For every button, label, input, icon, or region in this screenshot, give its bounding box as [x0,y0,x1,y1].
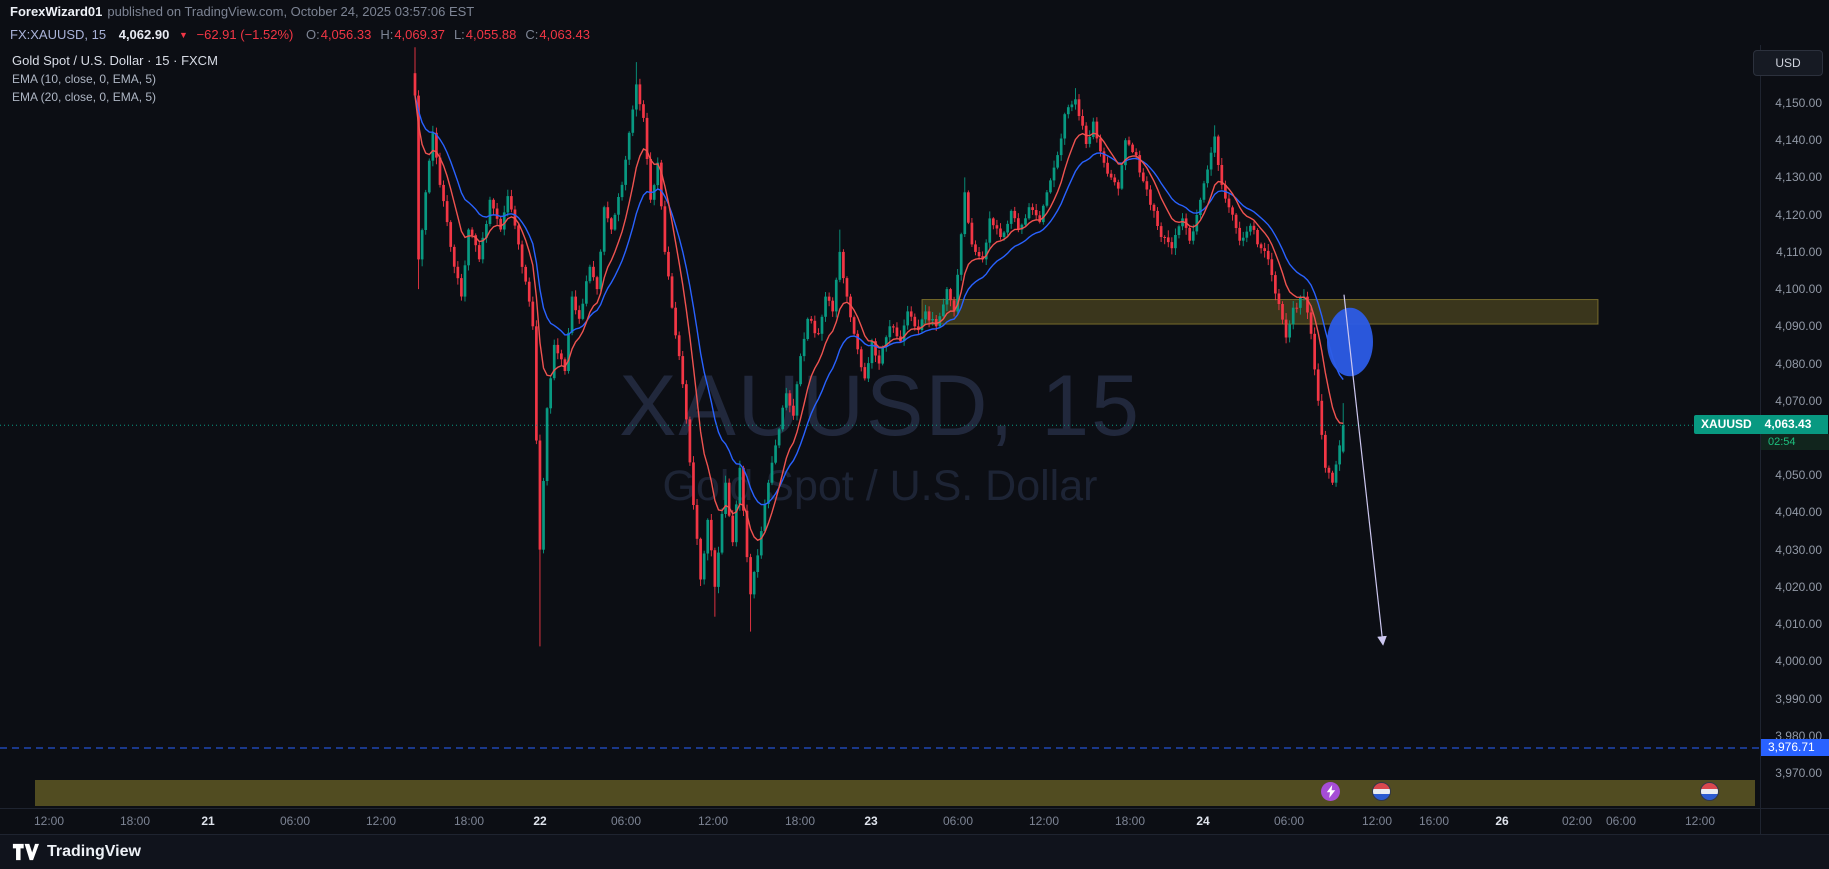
price-axis-label: 4,050.00 [1775,468,1822,482]
direction-down-icon: ▼ [178,30,188,40]
price-axis-label: 4,070.00 [1775,394,1822,408]
time-axis-label: 18:00 [1114,814,1146,828]
time-axis[interactable]: 12:00 18:00 21 06:00 12:00 18:00 22 06:00 12:00 1… [0,808,1829,834]
price-axis-label: 4,140.00 [1775,133,1822,147]
projection-arrow [1343,294,1387,646]
price-axis-label: 4,120.00 [1775,208,1822,222]
ohlc-value: 4,063.43 [539,27,590,42]
legend: Gold Spot / U.S. Dollar · 15 · FXCM EMA … [12,53,218,104]
tradingview-wordmark: TradingView [47,843,141,860]
time-axis-label: 22 [533,814,547,828]
time-axis-label: 18:00 [453,814,485,828]
price-axis-label: 3,970.00 [1775,766,1822,780]
economic-event-icon[interactable] [1700,782,1719,801]
supply-zone-rect [921,299,1599,325]
price-axis-label: 3,990.00 [1775,692,1822,706]
legend-symbol-title: Gold Spot / U.S. Dollar · 15 · FXCM [12,53,218,68]
ohlc-label: O: [305,27,320,42]
time-axis-label: 06:00 [942,814,974,828]
ohlc-values: O:4,056.33 H:4,069.37 L:4,055.88 C:4,063.43 [297,27,590,42]
highlight-ellipse [1327,307,1373,377]
legend-indicator-ema20: EMA (20, close, 0, EMA, 5) [12,90,157,104]
attribution-bar: ForexWizard01 published on TradingView.co… [0,0,1829,24]
time-axis-label: 06:00 [610,814,642,828]
economic-event-icon[interactable] [1372,782,1391,801]
price-axis-label: 4,150.00 [1775,96,1822,110]
economic-event-icon[interactable] [1321,782,1340,801]
attribution-text: published on TradingView.com, October 24… [107,4,475,19]
symbol-info-bar: FX:XAUUSD, 15 4,062.90 ▼ −62.91 (−1.52%)… [0,24,1829,45]
bar-countdown: 02:54 [1761,434,1829,450]
time-axis-label: 12:00 [1684,814,1716,828]
author-link[interactable]: ForexWizard01 [10,4,103,19]
last-price-symbol-tag: XAUUSD [1694,415,1759,434]
price-axis-label: 4,010.00 [1775,617,1822,631]
last-price-label: XAUUSD 4,063.43 [1694,415,1828,434]
lightning-icon [1326,785,1335,798]
last-price: 4,062.90 [118,27,170,42]
time-axis-label: 23 [864,814,878,828]
time-axis-label: 06:00 [279,814,311,828]
time-axis-label: 02:00 [1561,814,1593,828]
time-axis-label: 18:00 [119,814,151,828]
time-axis-label: 26 [1495,814,1509,828]
legend-indicator-ema10: EMA (10, close, 0, EMA, 5) [12,72,157,86]
symbol-name: FX:XAUUSD, 15 [10,27,107,42]
price-axis-label: 4,130.00 [1775,170,1822,184]
time-axis-label: 06:00 [1273,814,1305,828]
price-axis-label: 4,100.00 [1775,282,1822,296]
time-axis-label: 12:00 [33,814,65,828]
session-highlight-band [35,780,1755,806]
time-axis-label: 24 [1196,814,1210,828]
tradingview-logo-link[interactable]: TradingView [12,842,141,862]
time-axis-label: 12:00 [365,814,397,828]
price-axis-label: 4,000.00 [1775,654,1822,668]
time-axis-label: 12:00 [1028,814,1060,828]
candles [413,47,1345,647]
time-axis-label: 16:00 [1418,814,1450,828]
price-change: −62.91 (−1.52%) [196,27,294,42]
ohlc-value: 4,055.88 [465,27,517,42]
time-axis-label: 12:00 [1361,814,1393,828]
price-axis-label: 4,020.00 [1775,580,1822,594]
currency-unit-button[interactable]: USD [1753,50,1823,76]
footer-bar: TradingView [0,834,1829,869]
ema-10-line [414,95,1344,542]
price-chart-svg [0,47,1760,806]
time-axis-label: 21 [201,814,215,828]
time-axis-label: 06:00 [1605,814,1637,828]
price-axis-label: 4,030.00 [1775,543,1822,557]
price-axis-label: 4,040.00 [1775,505,1822,519]
last-price-value: 4,063.43 [1758,415,1828,434]
price-axis-label: 4,110.00 [1776,245,1822,259]
ohlc-label: L: [453,27,465,42]
time-axis-label: 18:00 [784,814,816,828]
ohlc-label: C: [525,27,539,42]
alert-price-label: 3,976.71 [1761,739,1829,756]
time-axis-label: 12:00 [697,814,729,828]
price-axis-label: 4,080.00 [1775,357,1822,371]
price-axis[interactable]: 4,150.00 4,140.00 4,130.00 4,120.00 4,110.00… [1760,45,1829,808]
chart-canvas[interactable]: XAUUSD, 15 Gold Spot / U.S. Dollar Gold … [0,45,1760,808]
ohlc-label: H: [380,27,394,42]
ohlc-value: 4,069.37 [394,27,445,42]
price-axis-label: 4,090.00 [1775,319,1822,333]
ohlc-value: 4,056.33 [320,27,372,42]
tradingview-logo [12,843,39,861]
price-axis-divider [1760,45,1761,834]
